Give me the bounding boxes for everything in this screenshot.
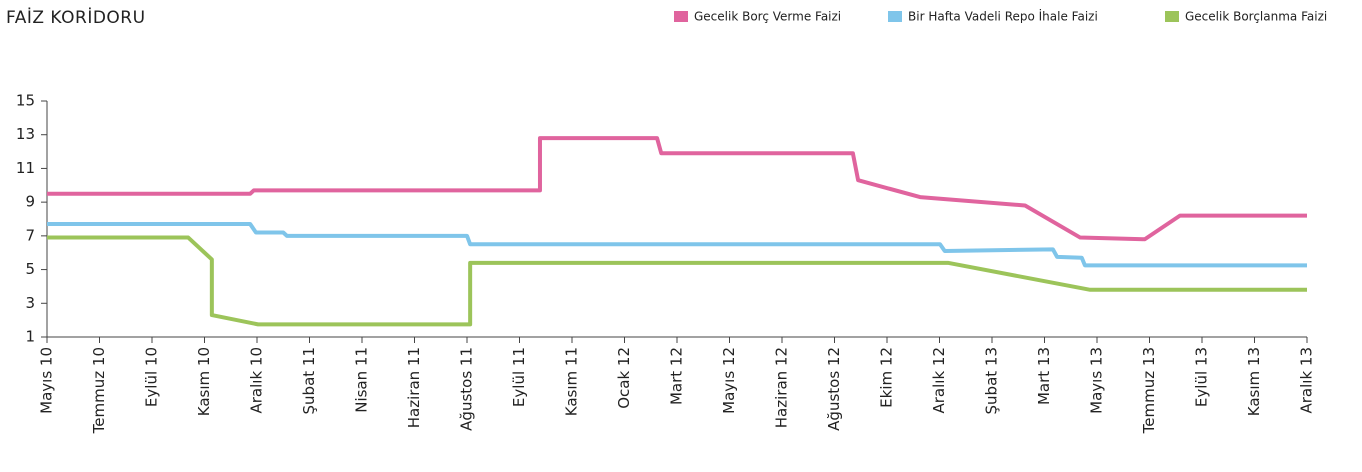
legend-label: Gecelik Borçlanma Faizi xyxy=(1185,10,1327,24)
line-series xyxy=(47,235,1307,327)
x-tick-label: Mart 12 xyxy=(668,347,686,405)
x-tick-label: Kasım 10 xyxy=(195,347,213,416)
x-tick-label: Mayıs 10 xyxy=(38,347,56,414)
x-tick-label: Mayıs 13 xyxy=(1088,347,1106,414)
y-tick-label: 3 xyxy=(25,294,35,312)
legend-label: Bir Hafta Vadeli Repo İhale Faizi xyxy=(908,9,1098,24)
x-tick-label: Ekim 12 xyxy=(878,347,896,408)
legend-swatch xyxy=(888,11,902,22)
x-tick-label: Aralık 10 xyxy=(248,347,266,414)
legend-label: Gecelik Borç Verme Faizi xyxy=(694,10,841,24)
x-tick-label: Temmuz 13 xyxy=(1140,347,1158,434)
y-tick-label: 5 xyxy=(25,260,35,278)
x-tick-label: Nisan 11 xyxy=(353,347,371,413)
y-tick-label: 7 xyxy=(25,226,35,244)
x-tick-label: Haziran 11 xyxy=(405,347,423,428)
y-tick-label: 15 xyxy=(16,92,35,110)
y-tick-label: 11 xyxy=(16,159,35,177)
line-series xyxy=(47,222,1307,268)
legend-swatch xyxy=(674,11,688,22)
y-tick-label: 13 xyxy=(16,125,35,143)
x-tick-label: Aralık 12 xyxy=(930,347,948,414)
x-tick-label: Ağustos 12 xyxy=(825,347,843,431)
legend-swatch xyxy=(1165,11,1179,22)
y-tick-label: 9 xyxy=(25,193,35,211)
x-tick-label: Temmuz 10 xyxy=(90,347,108,434)
x-tick-label: Ağustos 11 xyxy=(458,347,476,431)
x-tick-label: Şubat 13 xyxy=(983,347,1001,414)
x-tick-label: Haziran 12 xyxy=(773,347,791,428)
x-tick-label: Eylül 13 xyxy=(1193,347,1211,407)
x-tick-label: Mayıs 12 xyxy=(720,347,738,414)
x-tick-label: Şubat 11 xyxy=(300,347,318,414)
y-tick-label: 1 xyxy=(25,328,35,346)
x-tick-label: Ocak 12 xyxy=(615,347,633,409)
x-tick-label: Mart 13 xyxy=(1035,347,1053,405)
chart-title: FAİZ KORİDORU xyxy=(6,7,146,28)
x-tick-label: Eylül 10 xyxy=(143,347,161,407)
x-tick-label: Kasım 11 xyxy=(563,347,581,416)
line-series xyxy=(47,136,1307,242)
x-tick-label: Kasım 13 xyxy=(1245,347,1263,416)
x-tick-label: Eylül 11 xyxy=(510,347,528,407)
x-tick-label: Aralık 13 xyxy=(1298,347,1316,414)
